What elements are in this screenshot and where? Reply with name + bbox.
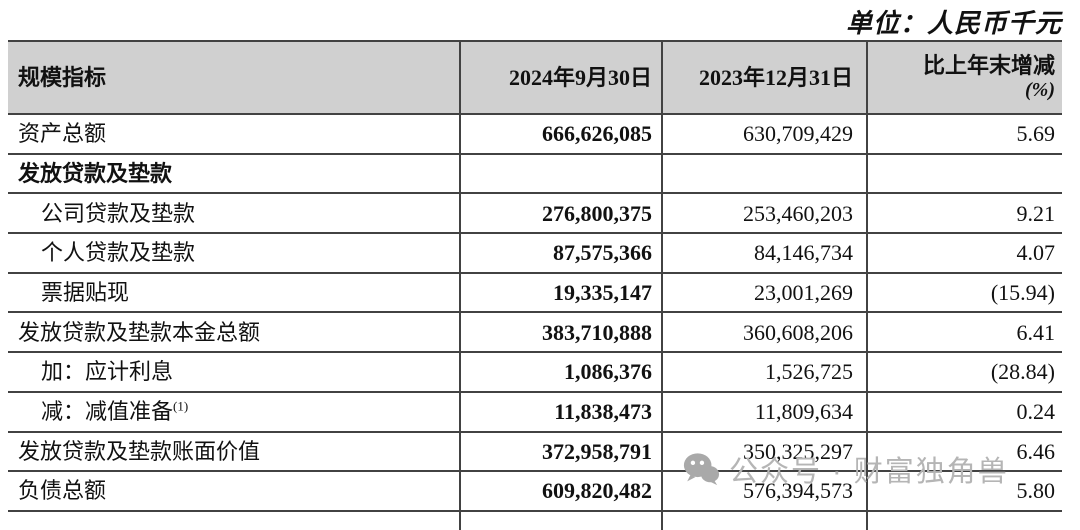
row-label: 票据贴现 [8,272,460,314]
row-label: 发放贷款及垫款账面价值 [8,431,460,473]
value-change [866,153,1062,195]
financial-table: 规模指标 2024年9月30日 2023年12月31日 比上年末增减 (%) 资… [8,40,1062,530]
row-label [8,511,460,530]
value-change: 6.41 [866,312,1062,354]
table-row: 负债总额 609,820,482 576,394,573 5.80 [8,471,1062,512]
unit-label: 单位：人民币千元 [845,9,1062,38]
table-row: 减：减值准备(1) 11,838,473 11,809,634 0.24 [8,391,1062,433]
value-2024: 383,710,888 [459,312,662,354]
row-label: 发放贷款及垫款 [8,153,460,195]
value-change: 0.24 [866,391,1062,433]
value-2024: 11,838,473 [459,391,662,433]
value-change: 6.46 [866,431,1062,473]
row-label-text: 减：减值准备 [41,399,174,424]
value-2024: 87,575,366 [459,233,662,274]
page: { "unit_label": "单位：人民币千元", "colors": { … [8,9,1062,530]
value-change: (15.94) [866,272,1062,314]
value-2023: 253,460,203 [661,193,867,235]
watermark: 公众号 · 财富独角兽 [682,448,1009,490]
value-2023: 11,809,634 [661,391,867,433]
table-row: 票据贴现 19,335,147 23,001,269 (15.94) [8,272,1062,314]
value-2024: 372,958,791 [459,431,662,473]
value-change: 9.21 [866,193,1062,235]
value-2024: 19,335,147 [459,272,662,314]
value-2024: 609,820,482 [459,471,662,512]
value-2023: 630,709,429 [661,114,867,155]
row-label: 负债总额 [8,471,460,512]
row-label: 个人贷款及垫款 [8,233,460,274]
value-change: (28.84) [866,352,1062,393]
wechat-icon [682,450,720,488]
value-change: 5.69 [866,114,1062,155]
table-row: 个人贷款及垫款 87,575,366 84,146,734 4.07 [8,233,1062,274]
row-label: 公司贷款及垫款 [8,193,460,235]
table-row: 发放贷款及垫款账面价值 372,958,791 350,325,297 6.46 [8,431,1062,473]
column-header-change-unit: (%) [1025,78,1055,101]
column-header-indicator: 规模指标 [8,40,460,115]
row-label: 加：应计利息 [8,352,460,393]
value-2023: 84,146,734 [661,233,867,274]
value-2023: 23,001,269 [661,272,867,314]
table-row-section: 发放贷款及垫款 [8,153,1062,195]
footnote-marker: (1) [173,398,189,414]
table-row: 加：应计利息 1,086,376 1,526,725 (28.84) [8,352,1062,393]
column-header-2024: 2024年9月30日 [459,40,662,115]
table-header-row: 规模指标 2024年9月30日 2023年12月31日 比上年末增减 (%) [8,40,1062,115]
value-change: 4.07 [866,233,1062,274]
value-2023: 360,608,206 [661,312,867,354]
row-label: 减：减值准备(1) [8,391,460,433]
value-change: 5.80 [866,471,1062,512]
column-header-2023: 2023年12月31日 [661,40,867,115]
watermark-text: 公众号 · 财富独角兽 [729,456,1009,488]
row-label: 资产总额 [8,114,460,155]
value-2023 [661,153,867,195]
value-2024: 666,626,085 [459,114,662,155]
table-row: 发放贷款及垫款本金总额 383,710,888 360,608,206 6.41 [8,312,1062,354]
value-2024: 276,800,375 [459,193,662,235]
column-header-change: 比上年末增减 (%) [866,40,1062,115]
table-row: 公司贷款及垫款 276,800,375 253,460,203 9.21 [8,193,1062,235]
value-2024: 1,086,376 [459,352,662,393]
value-2024 [459,153,662,195]
column-header-change-line1: 比上年末增减 [922,53,1055,79]
table-row-partial [8,510,1062,530]
value-2023: 1,526,725 [661,352,867,393]
table-row: 资产总额 666,626,085 630,709,429 5.69 [8,114,1062,155]
value-2023: 576,394,573 [661,471,867,512]
row-label: 发放贷款及垫款本金总额 [8,312,460,354]
